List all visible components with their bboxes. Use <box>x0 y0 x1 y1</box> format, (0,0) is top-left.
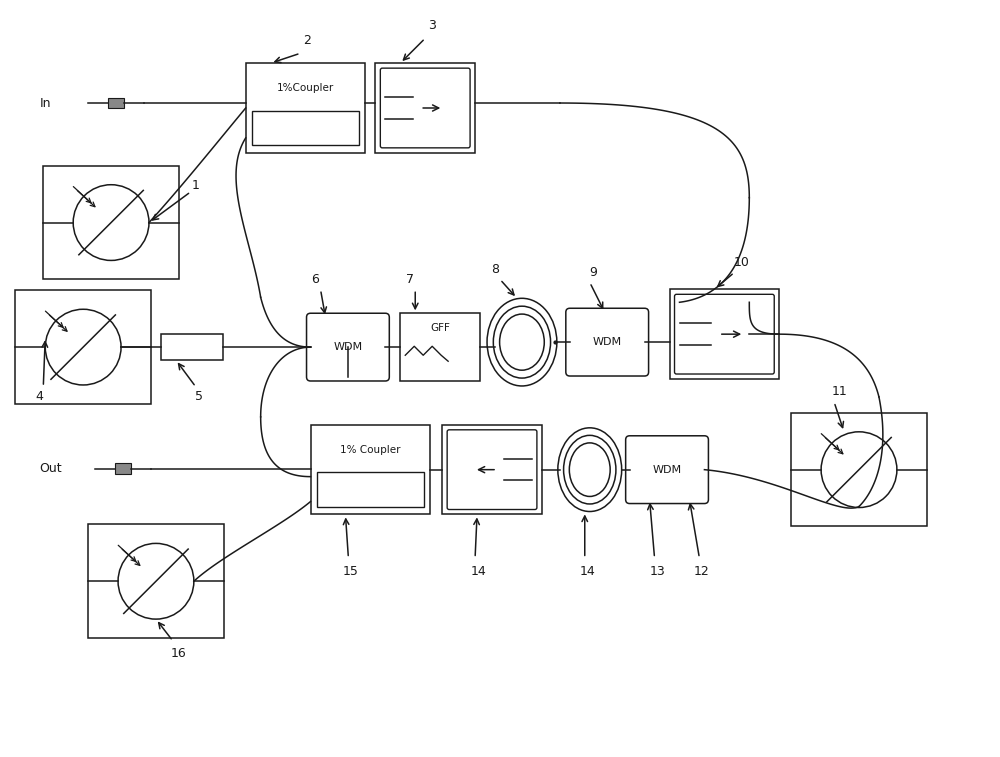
Bar <box>15 291 151 404</box>
Text: 14: 14 <box>580 565 596 578</box>
Text: 11: 11 <box>831 385 847 398</box>
FancyBboxPatch shape <box>447 430 537 509</box>
Text: 5: 5 <box>195 391 203 403</box>
Text: 9: 9 <box>589 266 597 279</box>
Text: GFF: GFF <box>430 323 450 333</box>
Text: 12: 12 <box>694 565 709 578</box>
FancyBboxPatch shape <box>675 294 774 374</box>
Bar <box>115 463 131 474</box>
Bar <box>108 98 124 108</box>
Bar <box>400 313 480 381</box>
Text: 3: 3 <box>428 19 436 32</box>
Bar <box>311 425 430 515</box>
Bar <box>375 63 475 153</box>
Text: In: In <box>39 96 51 110</box>
Text: WDM: WDM <box>593 337 622 347</box>
FancyBboxPatch shape <box>380 68 470 148</box>
Text: 15: 15 <box>342 565 358 578</box>
Text: Out: Out <box>39 463 62 475</box>
FancyBboxPatch shape <box>626 436 708 503</box>
Text: 1: 1 <box>192 179 200 192</box>
Text: 8: 8 <box>491 263 499 276</box>
FancyBboxPatch shape <box>566 308 649 376</box>
Text: 10: 10 <box>733 256 749 269</box>
Text: 16: 16 <box>171 647 187 661</box>
Text: 6: 6 <box>312 273 319 286</box>
Bar <box>317 472 424 506</box>
Bar <box>246 63 365 153</box>
Text: 4: 4 <box>35 391 43 403</box>
Bar <box>43 166 179 279</box>
Bar <box>442 425 542 515</box>
Text: 1%Coupler: 1%Coupler <box>277 83 334 93</box>
Bar <box>791 413 927 526</box>
Bar <box>161 334 223 360</box>
Text: 14: 14 <box>470 565 486 578</box>
Bar <box>252 111 359 145</box>
Text: 7: 7 <box>406 273 414 286</box>
Bar <box>88 525 224 638</box>
Text: WDM: WDM <box>652 465 682 475</box>
Bar <box>670 289 779 379</box>
Text: 13: 13 <box>650 565 665 578</box>
Text: WDM: WDM <box>333 342 362 352</box>
FancyBboxPatch shape <box>307 313 389 381</box>
Text: 1% Coupler: 1% Coupler <box>340 445 401 455</box>
Text: 2: 2 <box>304 34 311 47</box>
